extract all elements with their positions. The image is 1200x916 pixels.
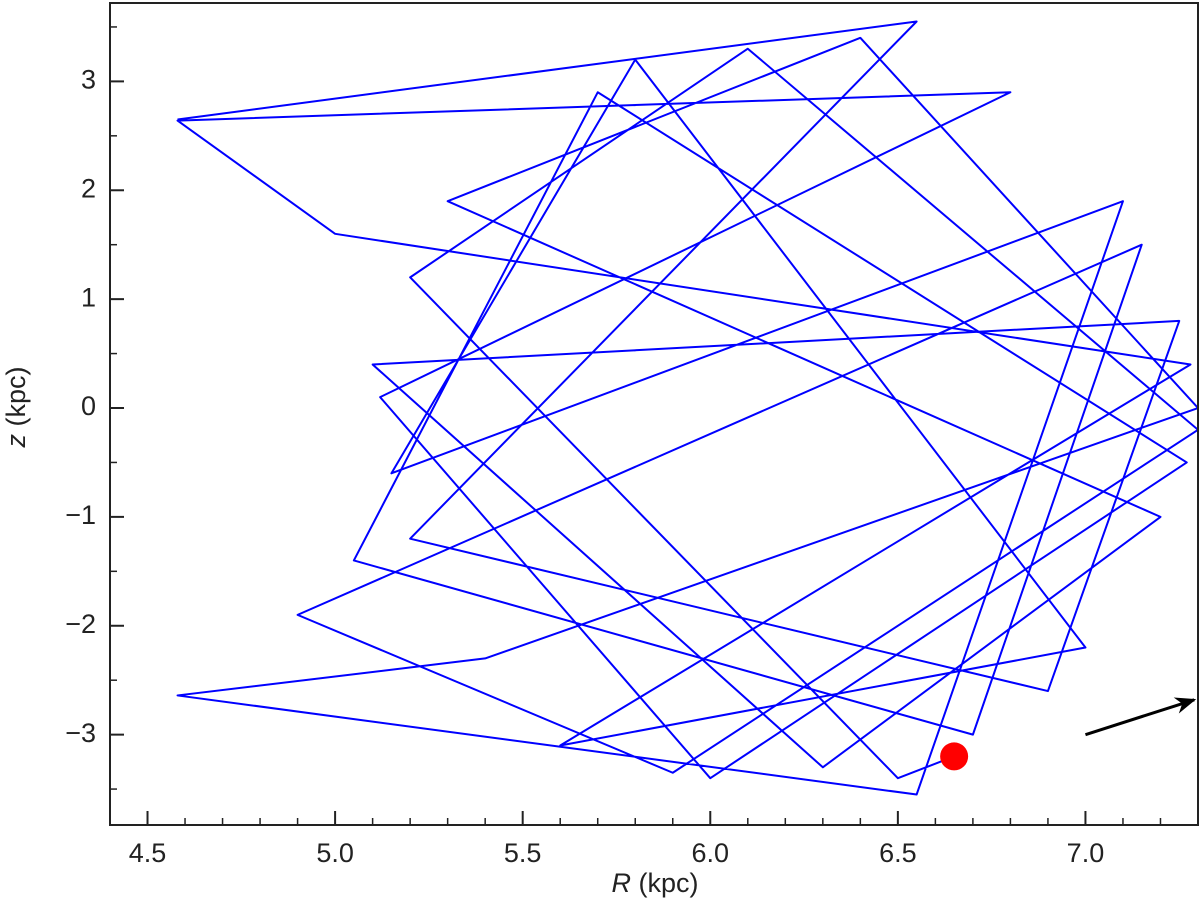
y-tick-label: −3: [65, 718, 96, 748]
x-tick-label: 6.0: [692, 838, 730, 868]
y-tick-label: −2: [65, 609, 96, 639]
x-tick-label: 6.5: [879, 838, 917, 868]
y-tick-label: 1: [81, 282, 96, 312]
y-label-symbol: z: [1, 434, 31, 449]
x-axis-label: R (kpc): [611, 868, 698, 898]
y-tick-label: 0: [81, 391, 96, 421]
x-label-unit: (kpc): [639, 868, 699, 898]
x-tick-label: 5.5: [504, 838, 542, 868]
y-tick-label: 2: [81, 173, 96, 203]
y-tick-label: 3: [81, 65, 96, 95]
axes-frame: [109, 2, 1199, 826]
orbit-line: [176, 20, 1198, 796]
y-label-unit: (kpc): [1, 366, 31, 426]
x-tick-label: 7.0: [1067, 838, 1105, 868]
y-axis-label: z (kpc): [1, 366, 31, 448]
x-label-symbol: R: [611, 868, 631, 898]
direction-arrow: [1084, 697, 1197, 737]
x-tick-label: 5.0: [316, 838, 354, 868]
position-marker: [940, 742, 969, 771]
y-tick-label: −1: [65, 500, 96, 530]
x-tick-label: 4.5: [129, 838, 167, 868]
plot-area: [176, 20, 1198, 796]
